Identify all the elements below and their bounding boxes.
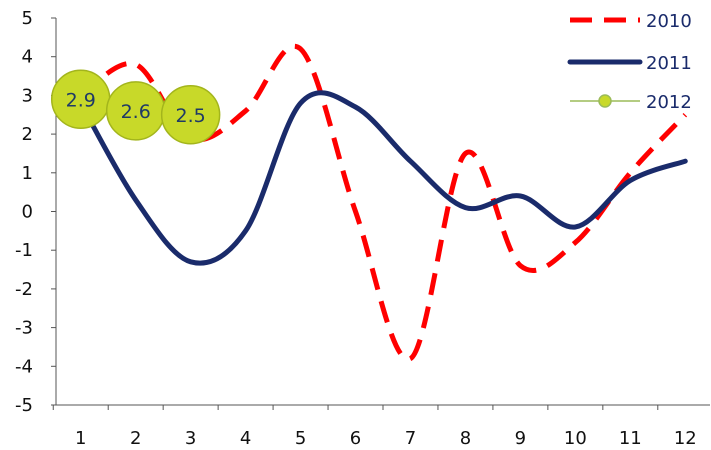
- x-tick-label: 8: [460, 428, 471, 449]
- x-tick-label: 9: [515, 428, 526, 449]
- axes: [55, 18, 710, 406]
- series-2012: 2.9 2.6 2.5: [50, 69, 221, 145]
- y-tick-label: -4: [15, 356, 33, 377]
- y-tick-label: -2: [15, 279, 33, 300]
- y-tick-label: 3: [22, 85, 33, 106]
- x-tick-label: 1: [75, 428, 86, 449]
- y-tick-label: 1: [22, 163, 33, 184]
- y-tick-label: 0: [22, 202, 33, 223]
- x-tick-label: 6: [350, 428, 361, 449]
- series-2012-marker: [160, 85, 221, 145]
- series-2012-data-label: 2.5: [176, 105, 206, 127]
- x-axis-ticks: 1 2 3 4 5 6 7 8 9 10 11 12: [52, 405, 697, 449]
- x-tick-label: 2: [130, 428, 141, 449]
- legend-2012-marker: [598, 94, 612, 108]
- y-tick-label: 5: [22, 8, 33, 29]
- x-tick-label: 12: [674, 428, 697, 449]
- y-tick-label: -3: [15, 318, 33, 339]
- legend-label-2010: 2010: [646, 11, 692, 32]
- series-2011-line: [78, 90, 688, 266]
- series-2012-data-label: 2.9: [66, 89, 96, 111]
- x-tick-label: 7: [405, 428, 416, 449]
- series-2012-data-label: 2.6: [121, 101, 151, 123]
- x-tick-label: 10: [564, 428, 587, 449]
- legend: 2010 2011 2012: [567, 11, 692, 113]
- y-tick-label: -1: [15, 240, 33, 261]
- legend-label-2012: 2012: [646, 92, 692, 113]
- y-tick-label: 4: [22, 47, 33, 68]
- x-tick-label: 5: [295, 428, 306, 449]
- x-tick-label: 3: [185, 428, 196, 449]
- series-2011: [78, 90, 688, 266]
- x-tick-label: 4: [240, 428, 251, 449]
- y-axis-ticks: 5 4 3 2 1 0 -1 -2 -3 -4 -5: [15, 8, 56, 416]
- y-tick-label: 2: [22, 124, 33, 145]
- legend-label-2011: 2011: [646, 53, 692, 74]
- x-tick-label: 11: [619, 428, 642, 449]
- y-tick-label: -5: [15, 395, 33, 416]
